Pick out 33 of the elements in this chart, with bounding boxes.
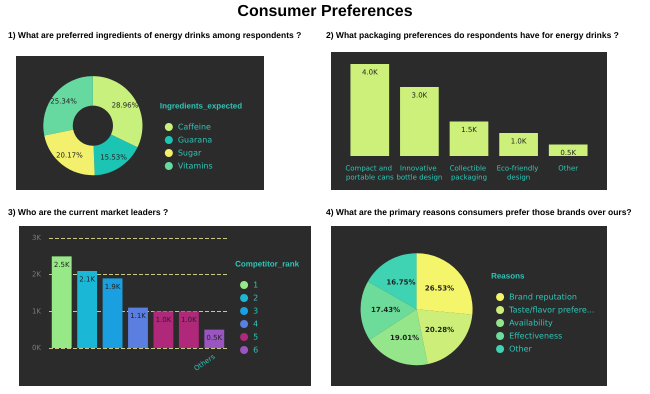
legend-label: Availability — [509, 318, 553, 328]
text: Consumer Preferences — [236, 3, 414, 21]
legend-label: Vitamins — [178, 162, 213, 170]
chart-title: 1) What are preferred ingredients of energy drinks among respondents ? — [8, 30, 302, 40]
chart-title: 4) What are the primary reasons consumers prefer those brands over ours? — [326, 207, 632, 217]
legend-label: 3 — [253, 306, 258, 316]
chart-title: 3) Who are the current market leaders ? — [8, 207, 168, 217]
legend-label: 4 — [253, 320, 258, 328]
bar — [77, 271, 98, 348]
bar — [450, 122, 488, 156]
legend-label: 6 — [253, 346, 258, 354]
bar — [102, 278, 122, 348]
bar — [128, 308, 148, 348]
bar — [499, 133, 538, 156]
legend-label: 2 — [253, 294, 258, 302]
bar — [400, 87, 439, 156]
bar — [52, 256, 72, 348]
bar — [178, 311, 199, 348]
legend-label: Sugar — [178, 148, 202, 158]
legend-label: Brand reputation — [509, 292, 577, 302]
bar — [154, 311, 174, 348]
legend-label: Other — [509, 344, 533, 354]
chart-title: 2) What packaging preferences do respondents have for energy drinks ? — [326, 30, 619, 40]
legend-label: Guarana — [178, 136, 212, 144]
legend-label: Taste/flavor prefere... — [508, 306, 594, 314]
bar — [350, 64, 390, 156]
legend-label: 1 — [253, 280, 258, 290]
legend-label: Effectiveness — [509, 332, 562, 340]
legend-label: 5 — [253, 332, 258, 342]
legend-title: Reasons — [491, 272, 525, 280]
legend-label: Caffeine — [178, 122, 212, 132]
legend-title: Competitor_rank — [235, 260, 300, 268]
legend-title: Ingredients_expected — [160, 102, 242, 110]
